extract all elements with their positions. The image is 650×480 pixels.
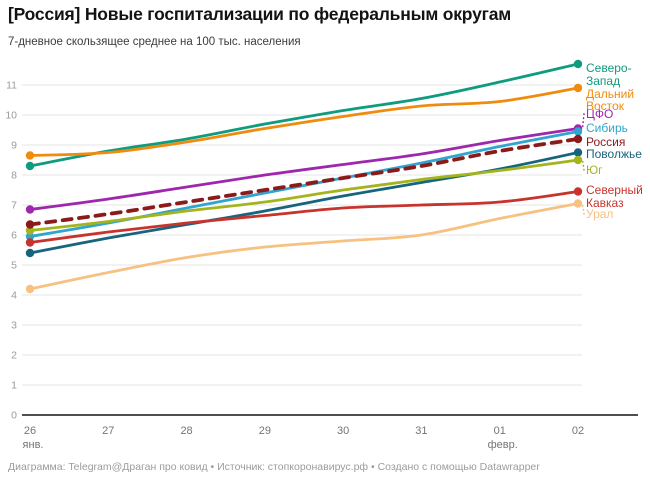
- series-endpoint-dot: [573, 187, 583, 196]
- x-tick-label: 02: [572, 425, 584, 437]
- series-endpoint-dot: [25, 232, 35, 241]
- series-label: Поволжье: [586, 147, 642, 161]
- y-tick-label: 7: [11, 200, 17, 212]
- series-endpoint-dot: [25, 238, 35, 247]
- x-month-label: февр.: [488, 439, 518, 451]
- x-tick-label: 27: [102, 425, 114, 437]
- series-label: Северо-: [586, 61, 632, 75]
- y-tick-label: 8: [11, 170, 17, 182]
- series-line-цфо: [28, 127, 580, 211]
- label-leader-line: [581, 159, 585, 171]
- series-label: Юг: [586, 163, 603, 177]
- series-endpoint-dot: [25, 205, 35, 214]
- x-tick-label: 30: [337, 425, 349, 437]
- x-tick-label: 26: [24, 425, 36, 437]
- series-line-северный-кавказ: [28, 190, 580, 244]
- series-label: ЦФО: [586, 107, 613, 121]
- x-tick-label: 28: [180, 425, 192, 437]
- series-endpoint-dot: [573, 83, 583, 93]
- chart-title: [Россия] Новые госпитализации по федерал…: [8, 4, 511, 24]
- series-endpoint-dot: [573, 134, 583, 144]
- series-label: Урал: [586, 207, 613, 221]
- y-tick-label: 3: [11, 320, 17, 332]
- series-label: Северный: [586, 183, 643, 197]
- chart-footer-attribution: Диаграмма: Telegram@Драган про ковид • И…: [8, 461, 540, 473]
- x-tick-label: 29: [259, 425, 271, 437]
- y-tick-label: 11: [6, 80, 17, 92]
- y-tick-label: 2: [11, 350, 17, 362]
- series-endpoint-dot: [25, 248, 35, 258]
- x-tick-label: 31: [415, 425, 427, 437]
- label-leader-line: [581, 202, 585, 215]
- x-tick-label: 01: [494, 425, 506, 437]
- series-label: Запад: [586, 74, 620, 88]
- y-tick-label: 6: [11, 230, 17, 242]
- label-leader-line: [581, 113, 585, 130]
- y-tick-label: 1: [11, 380, 17, 392]
- x-month-label: янв.: [23, 439, 44, 451]
- y-tick-label: 0: [11, 410, 17, 422]
- series-label: Сибирь: [586, 121, 628, 135]
- series-label: Кавказ: [586, 196, 624, 210]
- series-endpoint-dot: [573, 155, 583, 165]
- series-line-урал: [28, 202, 580, 291]
- y-tick-label: 10: [5, 110, 17, 122]
- series-line-россия: [28, 137, 580, 227]
- series-endpoint-dot: [573, 199, 583, 208]
- series-endpoint-dot: [25, 220, 35, 229]
- chart-subtitle: 7-дневное скользящее среднее на 100 тыс.…: [8, 36, 301, 48]
- series-endpoint-dot: [573, 59, 583, 69]
- series-endpoint-dot: [573, 148, 583, 157]
- series-label: Восток: [586, 99, 625, 113]
- series-endpoint-dot: [25, 151, 35, 160]
- y-tick-label: 4: [11, 290, 17, 302]
- series-line-дальний-восток: [28, 86, 580, 157]
- series-line-юг: [28, 158, 580, 232]
- y-tick-label: 5: [11, 260, 17, 272]
- y-tick-label: 9: [11, 140, 17, 152]
- series-endpoint-dot: [25, 161, 35, 171]
- series-line-северо-запад: [28, 62, 580, 168]
- series-endpoint-dot: [573, 127, 583, 136]
- series-endpoint-dot: [25, 284, 35, 294]
- series-label: Россия: [586, 135, 625, 149]
- series-endpoint-dot: [25, 226, 35, 235]
- series-label: Дальний: [586, 87, 634, 101]
